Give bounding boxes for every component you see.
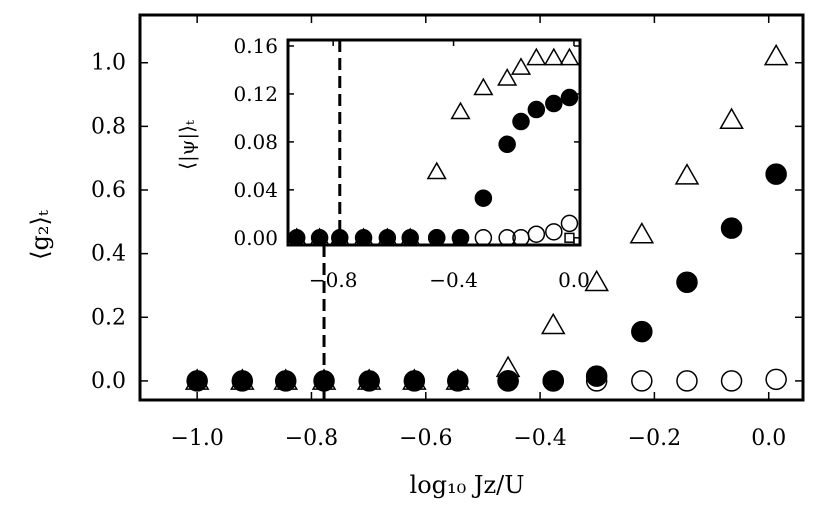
main-point-open-triangle: [719, 107, 744, 129]
main-point-filled-circle: [274, 370, 297, 392]
inset-point-filled-circle: [512, 112, 530, 131]
inset-point-filled-circle: [287, 229, 306, 247]
main-point-filled-circle: [720, 217, 743, 239]
inset-point-open-square: [564, 232, 575, 243]
inset-y-tick-label: 0.00: [233, 226, 278, 250]
main-point-open-circle: [720, 370, 743, 392]
main-point-open-triangle: [540, 312, 566, 335]
inset-panel: −0.8 −0.4 0.0 0.00 0.04 0.08 0.12 0.16: [233, 34, 589, 292]
main-point-filled-circle: [676, 271, 698, 294]
inset-point-open-triangle: [543, 47, 564, 66]
inset-point-filled-circle: [498, 135, 516, 154]
inset-point-filled-circle: [560, 88, 579, 107]
main-point-filled-circle: [765, 163, 787, 185]
inset-point-filled-circle: [474, 189, 493, 207]
inset-frame: [286, 38, 582, 247]
main-x-tick-label: −1.0: [170, 426, 223, 451]
inset-y-tick-label: 0.16: [233, 34, 278, 58]
inset-point-open-triangle: [559, 47, 580, 66]
main-y-tick-label: 0.6: [91, 178, 126, 203]
inset-point-open-circle: [560, 214, 579, 233]
main-point-filled-circle: [231, 370, 254, 392]
main-point-filled-circle: [313, 370, 335, 392]
main-point-open-circle: [631, 370, 653, 392]
main-point-open-triangle: [629, 222, 655, 244]
inset-y-tick-label: 0.08: [233, 130, 278, 154]
inset-x-tick-label: −0.4: [429, 268, 478, 292]
main-point-open-triangle: [584, 269, 609, 292]
inset-point-open-triangle: [526, 47, 547, 66]
main-y-tick-label: 1.0: [91, 51, 126, 76]
inset-y-axis-label: ⟨|ψ|⟩ₜ: [175, 120, 200, 170]
inset-point-filled-circle: [527, 100, 546, 119]
x-axis-label: log₁₀ Jz/U: [410, 471, 525, 499]
main-y-tick-label: 0.8: [91, 114, 126, 139]
main-y-tick-label: 0.2: [91, 305, 126, 330]
inset-point-open-triangle: [450, 101, 471, 120]
main-x-tick-label: −0.8: [285, 426, 338, 451]
inset-point-filled-circle: [401, 229, 419, 247]
main-point-open-triangle: [763, 43, 789, 66]
inset-point-filled-circle: [378, 229, 397, 247]
inset-point-open-triangle: [497, 68, 518, 86]
main-point-open-circle: [765, 368, 787, 391]
y-axis-label: ⟨g₂⟩ₜ: [26, 210, 54, 260]
inset-point-filled-circle: [354, 229, 373, 247]
inset-point-filled-circle: [310, 229, 329, 247]
main-y-tick-label: 0.0: [91, 369, 126, 394]
inset-x-tick-label: 0.0: [558, 268, 590, 292]
main-x-tick-label: 0.0: [751, 426, 786, 451]
main-point-filled-circle: [631, 320, 653, 343]
main-y-tick-label: 0.4: [91, 242, 126, 267]
main-point-open-circle: [497, 370, 519, 392]
main-point-open-circle: [542, 370, 564, 392]
inset-y-tick-label: 0.12: [233, 82, 278, 106]
main-frame: [138, 13, 805, 402]
inset-x-tick-label: −0.8: [309, 268, 358, 292]
main-point-open-triangle: [674, 163, 700, 185]
main-point-filled-circle: [358, 370, 380, 392]
main-point-open-circle: [585, 370, 608, 392]
inset-point-open-triangle: [510, 57, 532, 75]
inset-point-filled-circle: [331, 229, 349, 247]
main-x-tick-label: −0.4: [513, 426, 566, 451]
main-point-filled-circle: [403, 370, 426, 392]
main-point-filled-circle: [447, 370, 469, 392]
inset-y-tick-label: 0.04: [233, 178, 278, 202]
inset-point-open-circle: [545, 223, 563, 241]
main-x-tick-label: −0.2: [628, 426, 681, 451]
inset-point-filled-circle: [545, 94, 563, 113]
main-x-tick-label: −0.6: [399, 426, 452, 451]
main-point-filled-circle: [585, 365, 608, 387]
inset-background: [288, 40, 580, 245]
inset-point-open-triangle: [473, 77, 494, 96]
inset-point-open-circle: [527, 225, 546, 243]
main-point-filled-circle: [186, 370, 208, 392]
inset-point-open-triangle: [426, 161, 447, 180]
main-point-open-circle: [676, 370, 698, 392]
